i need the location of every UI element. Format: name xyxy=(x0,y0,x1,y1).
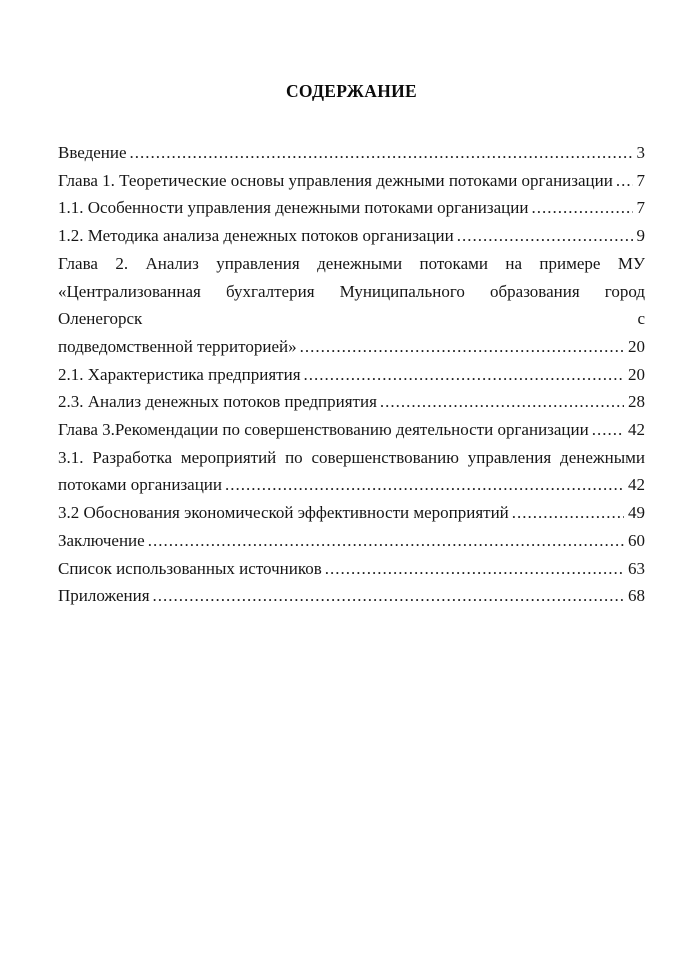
toc-entry: 1.2. Методика анализа денежных потоков о… xyxy=(58,222,645,250)
toc-entry-last-line: Глава 1. Теоретические основы управления… xyxy=(58,167,645,195)
toc-entry-wrapped-line: 3.1. Разработка мероприятий по совершенс… xyxy=(58,447,645,467)
toc-entry-text: 3.2 Обоснования экономической эффективно… xyxy=(58,503,509,523)
toc-page-number: 63 xyxy=(628,558,645,578)
toc-entry-text: Заключение xyxy=(58,530,145,550)
toc-entry-last-line: Приложения 68 xyxy=(58,582,645,610)
toc-entry-text: 2.1. Характеристика предприятия xyxy=(58,364,301,384)
toc-entry-last-line: 2.3. Анализ денежных потоков предприятия… xyxy=(58,388,645,416)
dot-leader xyxy=(325,555,624,583)
toc-entry-text: Глава 3.Рекомендации по совершенствовани… xyxy=(58,420,589,440)
toc-entry-text: 1.2. Методика анализа денежных потоков о… xyxy=(58,226,454,246)
toc-entry: 2.3. Анализ денежных потоков предприятия… xyxy=(58,388,645,416)
toc-entry-last-line: 3.2 Обоснования экономической эффективно… xyxy=(58,499,645,527)
toc-entry: Список использованных источников 63 xyxy=(58,555,645,583)
toc-entry-text: подведомственной территорией» xyxy=(58,336,297,356)
toc-entry-last-line: Глава 3.Рекомендации по совершенствовани… xyxy=(58,416,645,444)
toc-entry-last-line: 1.1. Особенности управления денежными по… xyxy=(58,194,645,222)
toc-entry-last-line: Заключение 60 xyxy=(58,527,645,555)
toc-entry-wrapped-line: Глава 2. Анализ управления денежными пот… xyxy=(58,253,645,273)
dot-leader xyxy=(380,388,624,416)
toc-page-number: 49 xyxy=(628,503,645,523)
toc-entry-last-line: Введение 3 xyxy=(58,139,645,167)
toc-entry: Заключение 60 xyxy=(58,527,645,555)
dot-leader xyxy=(457,222,633,250)
toc-page-number: 9 xyxy=(636,226,646,246)
toc-entry-last-line: 2.1. Характеристика предприятия 20 xyxy=(58,361,645,389)
toc-entry-wrapped-line: «Централизованная бухгалтерия Муниципаль… xyxy=(58,281,645,329)
toc-page-number: 68 xyxy=(628,586,645,606)
dot-leader xyxy=(531,194,632,222)
toc-entry-last-line: подведомственной территорией» 20 xyxy=(58,333,645,361)
page-title: СОДЕРЖАНИЕ xyxy=(285,81,417,101)
dot-leader xyxy=(592,416,624,444)
toc-page-number: 42 xyxy=(628,475,645,495)
toc-entry-text: Введение xyxy=(58,143,127,162)
toc-entry-text: 1.1. Особенности управления денежными по… xyxy=(58,198,529,218)
toc-entry: Введение 3 xyxy=(58,139,645,167)
toc-entry-text: потоками организации xyxy=(58,475,222,495)
toc-page-number: 7 xyxy=(636,170,646,190)
toc-entry-last-line: Список использованных источников 63 xyxy=(58,555,645,583)
toc-page-number: 20 xyxy=(628,364,645,384)
toc-entry: Глава 2. Анализ управления денежными пот… xyxy=(58,250,645,361)
toc-entry-last-line: потоками организации 42 xyxy=(58,471,645,499)
toc-entry: 3.2 Обоснования экономической эффективно… xyxy=(58,499,645,527)
toc-entry: Приложения 68 xyxy=(58,582,645,610)
dot-leader xyxy=(225,471,624,499)
toc-entry-text: Глава 1. Теоретические основы управления… xyxy=(58,170,613,190)
toc-entry: 2.1. Характеристика предприятия 20 xyxy=(58,361,645,389)
dot-leader xyxy=(300,333,624,361)
toc-page-number: 20 xyxy=(628,336,645,356)
toc-entry-text: Список использованных источников xyxy=(58,558,322,578)
toc-entry: 1.1. Особенности управления денежными по… xyxy=(58,194,645,222)
dot-leader xyxy=(616,167,633,195)
toc-entry: Глава 1. Теоретические основы управления… xyxy=(58,167,645,195)
table-of-contents: Введение 3 Глава 1. Теоретические основы… xyxy=(58,139,645,610)
toc-entry-text: Приложения xyxy=(58,586,150,606)
toc-page-number: 7 xyxy=(636,198,646,218)
toc-page-number: 28 xyxy=(628,392,645,412)
dot-leader xyxy=(304,361,624,389)
dot-leader xyxy=(512,499,624,527)
toc-page-number: 42 xyxy=(628,420,645,440)
toc-page-number: 3 xyxy=(636,143,646,162)
toc-entry: Глава 3.Рекомендации по совершенствовани… xyxy=(58,416,645,444)
toc-entry-text: 2.3. Анализ денежных потоков предприятия xyxy=(58,392,377,412)
toc-entry-last-line: 1.2. Методика анализа денежных потоков о… xyxy=(58,222,645,250)
dot-leader xyxy=(153,582,624,610)
toc-entry: 3.1. Разработка мероприятий по совершенс… xyxy=(58,444,645,499)
dot-leader xyxy=(148,527,624,555)
toc-page-number: 60 xyxy=(628,530,645,550)
dot-leader xyxy=(130,139,633,167)
